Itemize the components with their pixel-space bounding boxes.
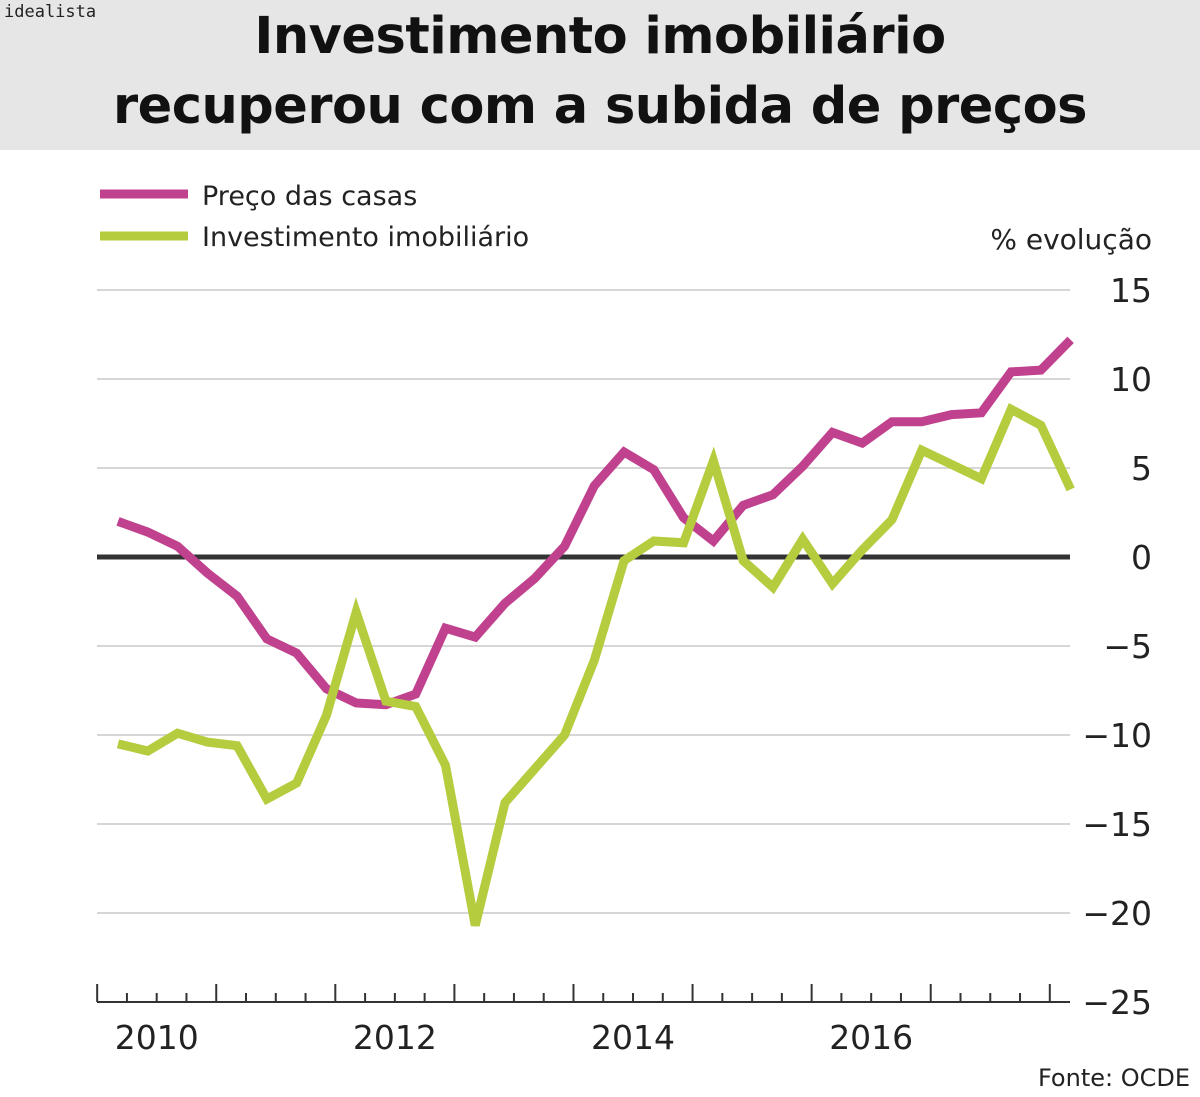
y-tick-label: 5 xyxy=(1131,449,1152,488)
x-tick-label: 2016 xyxy=(829,1018,913,1057)
x-tick-label: 2012 xyxy=(353,1018,437,1057)
y-tick-label: −15 xyxy=(1082,805,1152,844)
y-axis-label: % evolução xyxy=(990,223,1152,256)
title-line-2: recuperou com a subida de preços xyxy=(112,77,1088,136)
series-investimento xyxy=(116,402,1075,927)
chart-title: Investimento imobiliário recuperou com a… xyxy=(0,2,1200,142)
x-tick-label: 2014 xyxy=(591,1018,675,1057)
y-tick-label: 15 xyxy=(1110,271,1152,310)
legend-label-preco: Preço das casas xyxy=(202,181,417,212)
y-tick-label: −20 xyxy=(1082,894,1152,933)
y-tick-label: −10 xyxy=(1082,716,1152,755)
source-note: Fonte: OCDE xyxy=(1038,1064,1190,1092)
x-tick-label: 2010 xyxy=(115,1018,199,1057)
y-tick-label: 10 xyxy=(1110,360,1152,399)
legend-label-investimento: Investimento imobiliário xyxy=(202,222,529,253)
y-tick-label: −5 xyxy=(1103,627,1152,666)
y-tick-label: 0 xyxy=(1131,538,1152,577)
title-line-1: Investimento imobiliário xyxy=(254,7,946,66)
y-tick-label: −25 xyxy=(1082,983,1152,1022)
brand-logo: idealista xyxy=(4,2,97,22)
series-preco xyxy=(116,336,1074,710)
title-banner: Investimento imobiliário recuperou com a… xyxy=(0,0,1200,150)
